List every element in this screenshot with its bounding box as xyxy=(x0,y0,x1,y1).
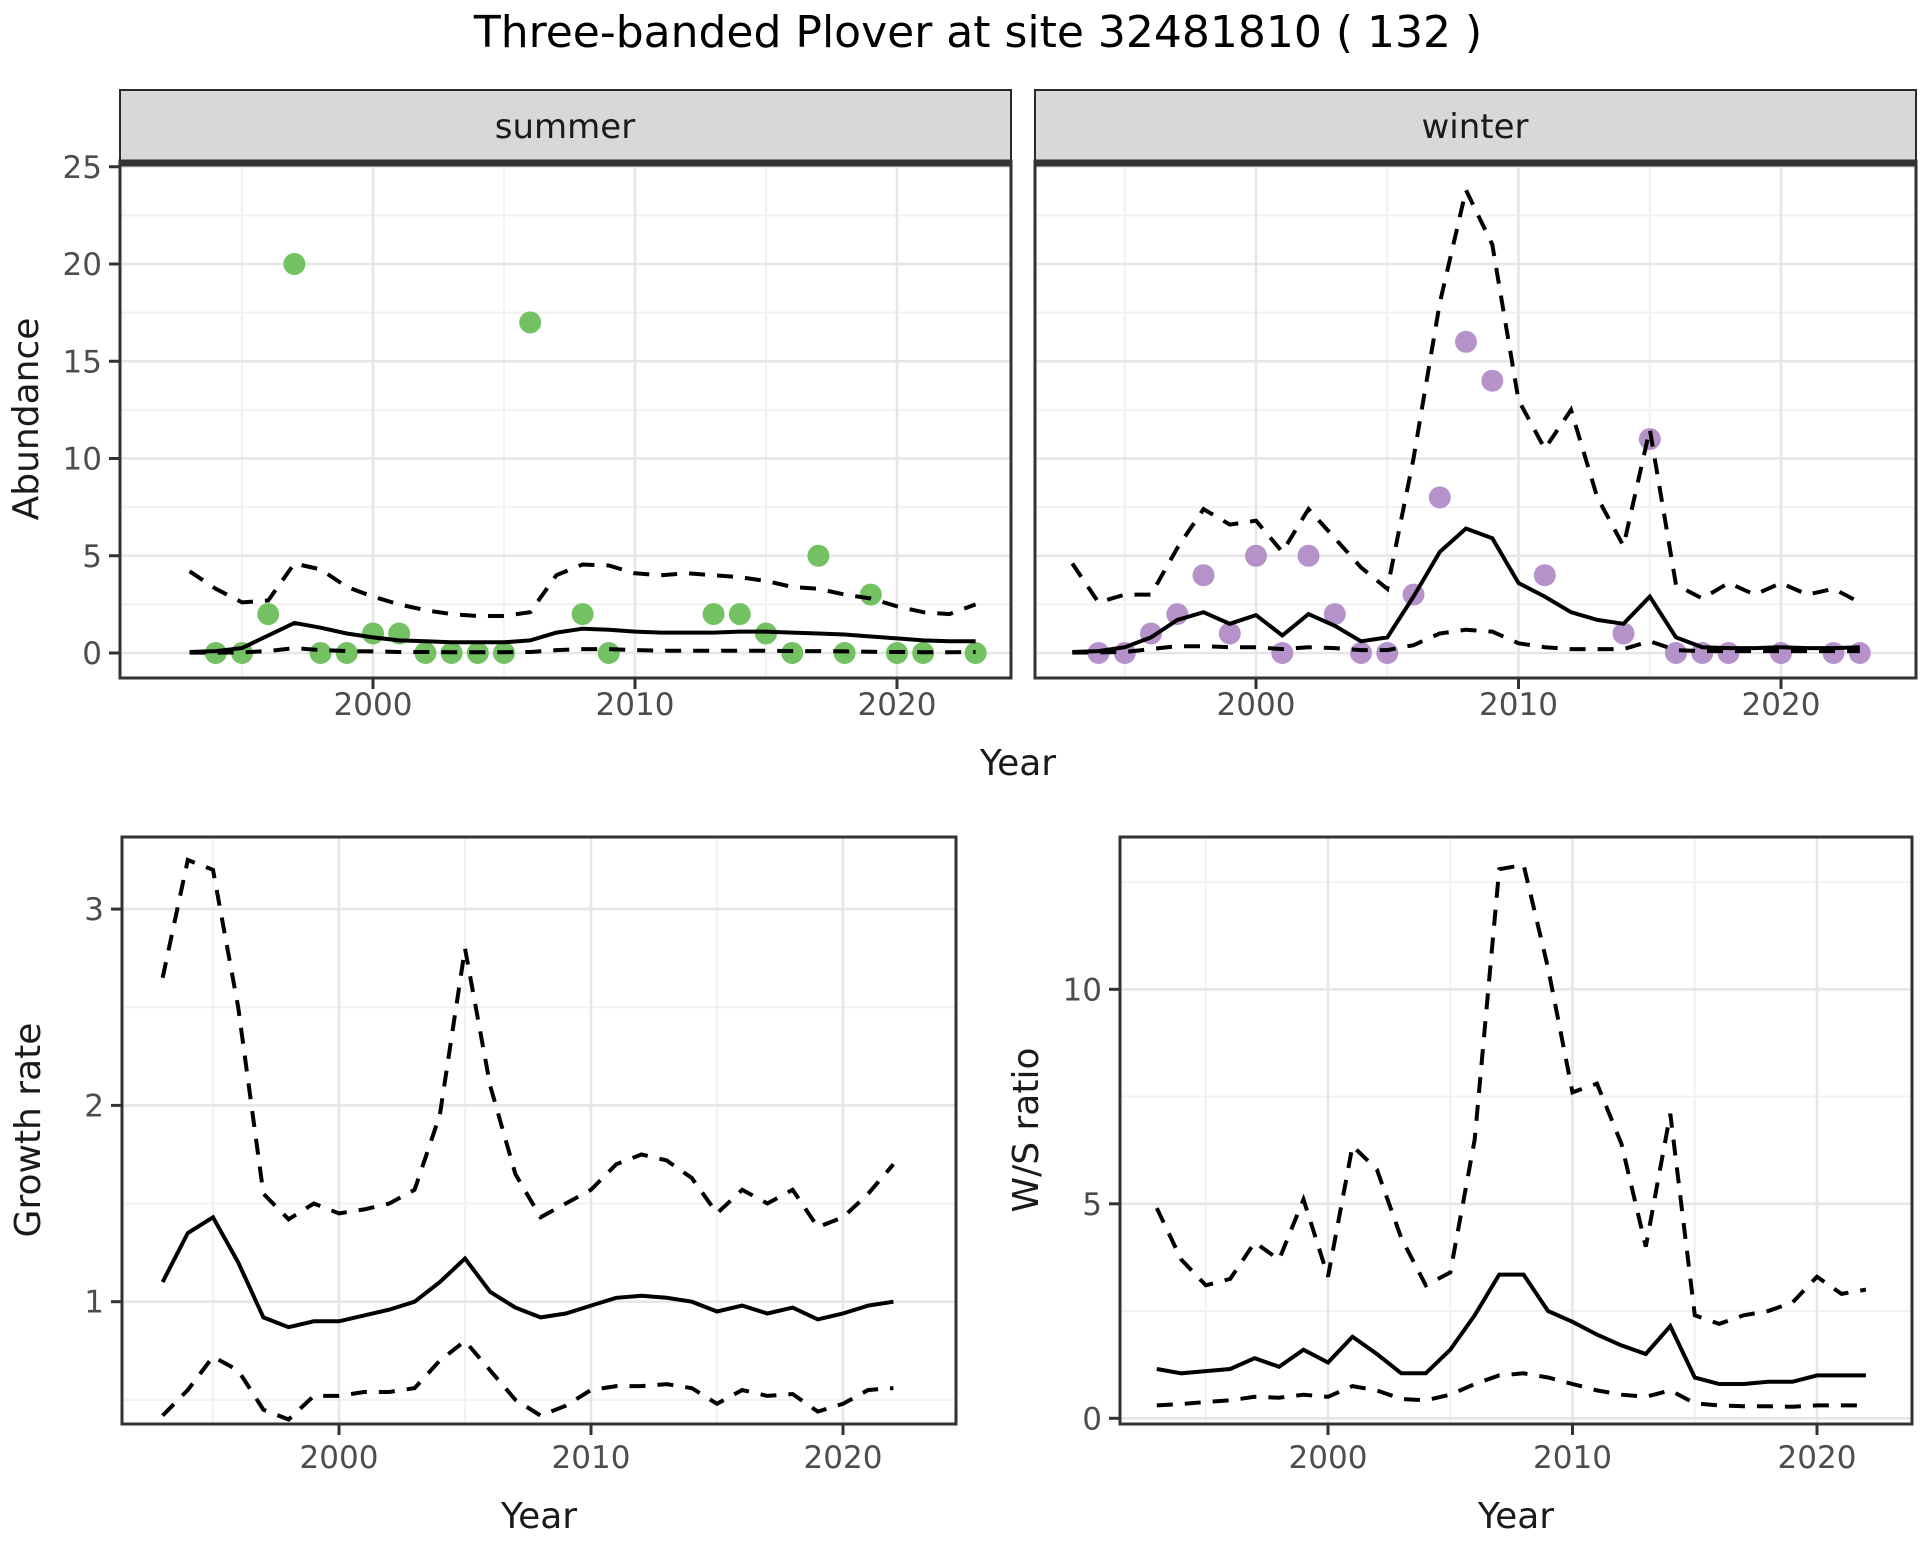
y-axis-title-ws-ratio: W/S ratio xyxy=(1006,1047,1047,1212)
series-summer-median_fit xyxy=(189,620,976,654)
panel-border-w-s-ratio xyxy=(1118,835,1914,1426)
data-point-winter-2009 xyxy=(1481,369,1504,392)
facet-strip-label-summer: summer xyxy=(495,107,635,147)
x-axis-title-year-growth: Year xyxy=(500,1496,577,1537)
y-tick-label-w-s-ratio-5: 5 xyxy=(1082,1187,1102,1223)
facet-strip-summer xyxy=(119,89,1012,162)
fit-lines-layer xyxy=(160,184,1867,1422)
x-tick-label-w-s-ratio-2020: 2020 xyxy=(1778,1440,1857,1476)
panel-border-winter xyxy=(1033,159,1918,680)
data-point-summer-2008 xyxy=(571,603,594,626)
y-axis-title-growth-rate: Growth rate xyxy=(8,1023,49,1238)
data-point-winter-2002 xyxy=(1297,544,1320,567)
panel-bg-growth-rate xyxy=(122,837,956,1424)
series-growth-rate-lower_ci xyxy=(161,1338,894,1422)
series-w-s-ratio-median_ws_ratio xyxy=(1156,1272,1866,1386)
x-tick-label-growth-rate-2000: 2000 xyxy=(300,1440,379,1476)
data-point-winter-2016 xyxy=(1665,642,1687,664)
data-point-summer-2019 xyxy=(859,583,882,606)
data-point-summer-1997 xyxy=(283,253,306,275)
data-point-winter-2014 xyxy=(1612,622,1635,645)
series-winter-lower_ci xyxy=(1072,627,1860,655)
data-point-summer-1999 xyxy=(335,642,358,664)
data-point-summer-2006 xyxy=(519,311,542,334)
series-winter-upper_ci xyxy=(1070,184,1861,605)
x-tick-label-summer-2020: 2020 xyxy=(858,687,937,723)
series-w-s-ratio-lower_ci xyxy=(1156,1371,1866,1409)
series-w-s-ratio-upper_ci xyxy=(1154,862,1867,1327)
data-point-winter-2008 xyxy=(1455,330,1477,353)
x-axis-title-year-ws: Year xyxy=(1477,1496,1554,1537)
panel-border-growth-rate xyxy=(120,835,958,1426)
x-tick-label-growth-rate-2020: 2020 xyxy=(804,1440,883,1476)
panel-frames-layer xyxy=(118,89,1918,1426)
gridlines-growth-rate xyxy=(122,837,956,1424)
data-point-summer-2013 xyxy=(702,603,725,626)
x-tick-label-winter-2020: 2020 xyxy=(1742,687,1821,723)
x-axis-title-year-top: Year xyxy=(979,743,1056,784)
strip-underline-winter xyxy=(1035,161,1916,167)
data-point-winter-2003 xyxy=(1323,603,1346,626)
y-tick-label-w-s-ratio-0: 0 xyxy=(1082,1401,1102,1437)
x-tick-label-w-s-ratio-2010: 2010 xyxy=(1533,1440,1612,1476)
y-tick-label-growth-rate-1: 1 xyxy=(84,1285,104,1321)
data-point-winter-2004 xyxy=(1350,642,1372,664)
strip-underline-summer xyxy=(120,161,1011,167)
series-growth-rate-upper_ci xyxy=(160,857,895,1230)
y-tick-label-summer-10: 10 xyxy=(63,442,102,478)
panel-bg-winter xyxy=(1035,161,1916,678)
series-summer-upper_ci xyxy=(188,561,977,618)
y-tick-label-summer-25: 25 xyxy=(63,150,102,186)
data-point-winter-2005 xyxy=(1376,642,1399,664)
x-tick-label-winter-2000: 2000 xyxy=(1217,687,1296,723)
data-point-summer-1998 xyxy=(309,642,332,664)
data-point-winter-2011 xyxy=(1533,564,1556,587)
y-tick-label-growth-rate-3: 3 xyxy=(84,892,104,928)
panel-bg-w-s-ratio xyxy=(1120,837,1912,1424)
gridlines-layer xyxy=(120,161,1916,1424)
gridlines-w-s-ratio xyxy=(1120,837,1912,1424)
x-tick-label-growth-rate-2010: 2010 xyxy=(552,1440,631,1476)
x-tick-label-summer-2000: 2000 xyxy=(334,687,413,723)
gridlines-winter xyxy=(1035,161,1916,678)
y-tick-label-summer-0: 0 xyxy=(82,636,102,672)
y-axis-title-abundance: Abundance xyxy=(6,318,47,521)
x-tick-label-w-s-ratio-2000: 2000 xyxy=(1289,1440,1368,1476)
series-growth-rate-median_growth_rate xyxy=(160,1214,894,1330)
y-tick-label-summer-15: 15 xyxy=(63,344,102,380)
panel-border-summer xyxy=(118,159,1013,680)
x-tick-label-winter-2010: 2010 xyxy=(1479,687,1558,723)
facet-strip-label-winter: winter xyxy=(1421,107,1528,147)
y-tick-label-summer-20: 20 xyxy=(63,247,102,283)
gridlines-summer xyxy=(120,161,1011,678)
data-point-summer-2000 xyxy=(362,622,384,645)
y-tick-label-growth-rate-2: 2 xyxy=(84,1088,104,1124)
data-point-winter-2001 xyxy=(1271,642,1294,664)
data-point-winter-1999 xyxy=(1218,622,1241,645)
x-tick-label-summer-2010: 2010 xyxy=(596,687,675,723)
series-winter-median_fit xyxy=(1072,526,1860,654)
data-point-summer-2014 xyxy=(728,603,751,626)
data-point-summer-2017 xyxy=(807,544,830,567)
data-point-summer-2009 xyxy=(597,642,620,664)
y-tick-label-w-s-ratio-10: 10 xyxy=(1063,972,1102,1008)
data-point-winter-1998 xyxy=(1192,564,1215,587)
data-point-winter-2000 xyxy=(1245,544,1267,567)
data-point-winter-2007 xyxy=(1428,486,1451,509)
chart-title: Three-banded Plover at site 32481810 ( 1… xyxy=(473,7,1482,58)
data-point-summer-1996 xyxy=(257,603,280,626)
y-tick-label-summer-5: 5 xyxy=(82,539,102,575)
series-summer-lower_ci xyxy=(189,646,976,655)
text-layer: Three-banded Plover at site 32481810 ( 1… xyxy=(6,7,1554,1537)
